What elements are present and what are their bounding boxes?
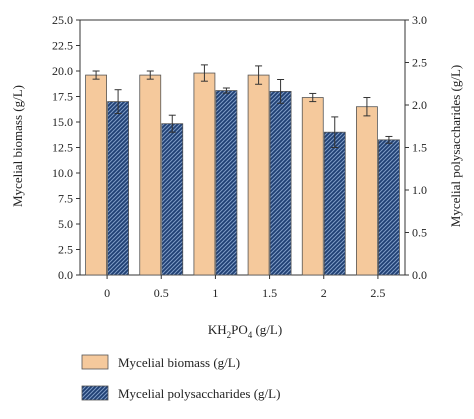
bar-polysaccharides <box>215 90 238 276</box>
bar-biomass <box>247 74 270 276</box>
y-tick-label: 7.5 <box>58 192 73 206</box>
bar-biomass <box>139 74 162 276</box>
x-tick-label: 2.5 <box>370 286 385 300</box>
y-axis-label: Mycelial biomass (g/L) <box>10 85 25 207</box>
y2-tick-label: 2.5 <box>412 56 427 70</box>
y-tick-label: 25.0 <box>52 13 73 27</box>
plot-area: 0.02.55.07.510.012.515.017.520.022.525.0… <box>52 13 427 300</box>
x-tick-label: 0 <box>104 286 110 300</box>
x-tick-label: 0.5 <box>154 286 169 300</box>
y-tick-label: 22.5 <box>52 39 73 53</box>
y-tick-label: 12.5 <box>52 141 73 155</box>
y-tick-label: 2.5 <box>58 243 73 257</box>
bar-polysaccharides <box>161 123 184 276</box>
bar-polysaccharides <box>323 131 346 276</box>
legend-swatch-biomass <box>81 354 109 370</box>
y-tick-label: 20.0 <box>52 64 73 78</box>
y-tick-label: 15.0 <box>52 115 73 129</box>
x-tick-label: 1.5 <box>262 286 277 300</box>
bar-polysaccharides <box>378 139 400 276</box>
x-tick-label: 2 <box>321 286 327 300</box>
x-tick-label: 1 <box>212 286 218 300</box>
legend-label-polysaccharides: Mycelial polysaccharides (g/L) <box>118 386 280 401</box>
y2-tick-label: 0.5 <box>412 226 427 240</box>
y-tick-label: 5.0 <box>58 217 73 231</box>
bar-polysaccharides <box>107 101 129 276</box>
y2-tick-label: 1.5 <box>412 141 427 155</box>
legend-label-biomass: Mycelial biomass (g/L) <box>118 355 240 370</box>
x-axis-label: KH2PO4 (g/L) <box>208 322 282 340</box>
legend: Mycelial biomass (g/L) Mycelial polysacc… <box>81 354 280 401</box>
y2-tick-label: 3.0 <box>412 13 427 27</box>
bar-biomass <box>356 106 378 276</box>
bar-biomass <box>193 72 216 276</box>
y-tick-label: 17.5 <box>52 90 73 104</box>
y2-tick-label: 0.0 <box>412 268 427 282</box>
y2-tick-label: 1.0 <box>412 183 427 197</box>
y-tick-label: 10.0 <box>52 166 73 180</box>
y2-tick-label: 2.0 <box>412 98 427 112</box>
bar-biomass <box>301 97 324 276</box>
bar-polysaccharides <box>269 91 292 276</box>
y2-axis-label: Mycelial polysaccharides (g/L) <box>448 65 463 227</box>
legend-swatch-polysaccharides <box>81 385 109 401</box>
y-tick-label: 0.0 <box>58 268 73 282</box>
bar-biomass <box>85 74 107 276</box>
